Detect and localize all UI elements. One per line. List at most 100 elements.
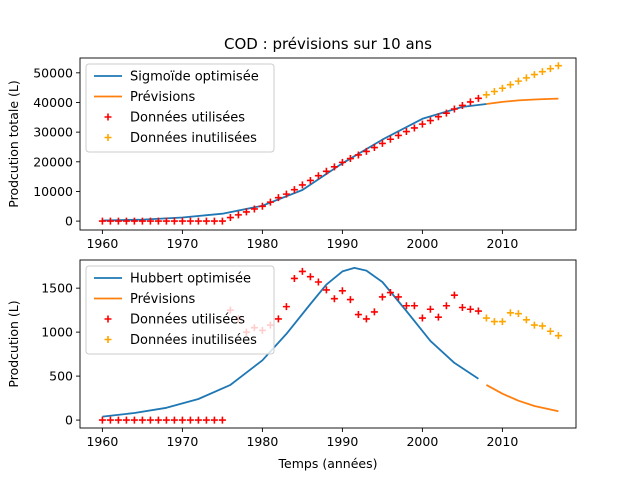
legend: Sigmoïde optimisée Prévisions Données util… bbox=[85, 63, 275, 153]
data-point bbox=[546, 65, 554, 73]
legend-label: Données utilisées bbox=[130, 111, 245, 126]
data-point bbox=[378, 139, 386, 147]
y-tick-label: 1000 bbox=[41, 325, 73, 340]
data-point bbox=[490, 88, 498, 96]
data-point bbox=[338, 287, 346, 295]
data-layer bbox=[98, 62, 562, 225]
x-axis-label: Temps (années) bbox=[278, 456, 378, 471]
series-line bbox=[102, 266, 479, 418]
data-point bbox=[538, 322, 546, 330]
data-point bbox=[330, 163, 338, 171]
data-point bbox=[490, 318, 498, 326]
y-axis-label: Prodcution (L) bbox=[6, 300, 21, 387]
y-tick-label: 50000 bbox=[33, 65, 73, 80]
y-tick-label: 500 bbox=[49, 369, 73, 384]
data-point bbox=[290, 186, 298, 194]
data-point bbox=[474, 94, 482, 102]
data-point bbox=[114, 217, 122, 225]
data-point bbox=[146, 217, 154, 225]
plot-frame bbox=[79, 259, 577, 429]
chart-title: COD : prévisions sur 10 ans bbox=[224, 35, 432, 53]
data-point bbox=[98, 217, 106, 225]
data-point bbox=[434, 113, 442, 121]
data-point bbox=[282, 190, 290, 198]
data-point bbox=[130, 416, 138, 424]
series-line bbox=[486, 97, 559, 105]
data-point bbox=[274, 315, 282, 323]
legend-swatch bbox=[104, 315, 112, 323]
data-point bbox=[482, 91, 490, 99]
data-point bbox=[426, 117, 434, 125]
series-line bbox=[102, 103, 487, 222]
data-point bbox=[394, 293, 402, 301]
data-point bbox=[522, 74, 530, 82]
x-tick-label: 2010 bbox=[486, 434, 518, 449]
data-point bbox=[274, 194, 282, 202]
data-point bbox=[450, 291, 458, 299]
data-point bbox=[394, 131, 402, 139]
subplot-2: 1960 1970 1980 1990 2000 2010 0 500 1000 1500 Temp… bbox=[6, 259, 577, 471]
data-point bbox=[106, 416, 114, 424]
data-point bbox=[314, 172, 322, 180]
data-point bbox=[106, 217, 114, 225]
data-point bbox=[530, 71, 538, 79]
data-point bbox=[186, 416, 194, 424]
data-point bbox=[554, 332, 562, 340]
data-point bbox=[306, 273, 314, 281]
data-point bbox=[458, 303, 466, 311]
x-tick-label: 1960 bbox=[86, 434, 118, 449]
data-point bbox=[218, 416, 226, 424]
data-point bbox=[122, 217, 130, 225]
data-point bbox=[466, 98, 474, 106]
data-point bbox=[306, 176, 314, 184]
data-point bbox=[226, 214, 234, 222]
data-point bbox=[474, 307, 482, 315]
x-tick-label: 2000 bbox=[406, 434, 438, 449]
legend-label: Données inutilisées bbox=[130, 333, 257, 348]
data-point bbox=[298, 267, 306, 275]
data-point bbox=[426, 305, 434, 313]
data-point bbox=[346, 296, 354, 304]
data-point bbox=[506, 309, 514, 317]
data-point bbox=[258, 202, 266, 210]
legend-label: Prévisions bbox=[130, 90, 196, 105]
subplot-1: 1960 1970 1980 1990 2000 2010 0 10000 20000 30000… bbox=[6, 35, 577, 251]
data-point bbox=[298, 181, 306, 189]
data-point bbox=[210, 416, 218, 424]
legend: Hubbert optimisée Prévisions Données utili… bbox=[85, 265, 275, 355]
data-point bbox=[370, 144, 378, 152]
legend-label: Hubbert optimisée bbox=[130, 272, 251, 287]
data-point bbox=[514, 310, 522, 318]
data-point bbox=[154, 416, 162, 424]
data-point bbox=[434, 313, 442, 321]
data-point bbox=[538, 68, 546, 76]
y-tick-label: 0 bbox=[65, 214, 73, 229]
data-point bbox=[442, 109, 450, 117]
legend-label: Données utilisées bbox=[130, 313, 245, 328]
x-tick-label: 2010 bbox=[486, 236, 518, 251]
data-point bbox=[402, 128, 410, 136]
data-point bbox=[370, 308, 378, 316]
y-axis-label: Prodcution totale (L) bbox=[6, 80, 21, 207]
x-tick-label: 1980 bbox=[246, 434, 278, 449]
x-tick-label: 1990 bbox=[326, 434, 358, 449]
data-point bbox=[162, 217, 170, 225]
data-point bbox=[362, 147, 370, 155]
data-point bbox=[178, 217, 186, 225]
x-tick-label: 1980 bbox=[246, 236, 278, 251]
x-tick-label: 1960 bbox=[86, 236, 118, 251]
legend-box bbox=[85, 63, 275, 153]
data-point bbox=[442, 302, 450, 310]
y-tick-label: 40000 bbox=[33, 95, 73, 110]
data-point bbox=[178, 416, 186, 424]
data-point bbox=[194, 416, 202, 424]
y-tick-label: 10000 bbox=[33, 184, 73, 199]
data-point bbox=[154, 217, 162, 225]
data-point bbox=[338, 158, 346, 166]
data-point bbox=[458, 101, 466, 109]
data-point bbox=[354, 311, 362, 319]
x-tick-label: 1990 bbox=[326, 236, 358, 251]
data-point bbox=[138, 416, 146, 424]
legend-swatch bbox=[104, 113, 112, 121]
